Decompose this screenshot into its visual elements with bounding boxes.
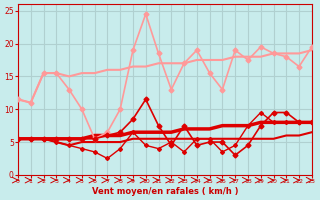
X-axis label: Vent moyen/en rafales ( km/h ): Vent moyen/en rafales ( km/h ) xyxy=(92,187,238,196)
